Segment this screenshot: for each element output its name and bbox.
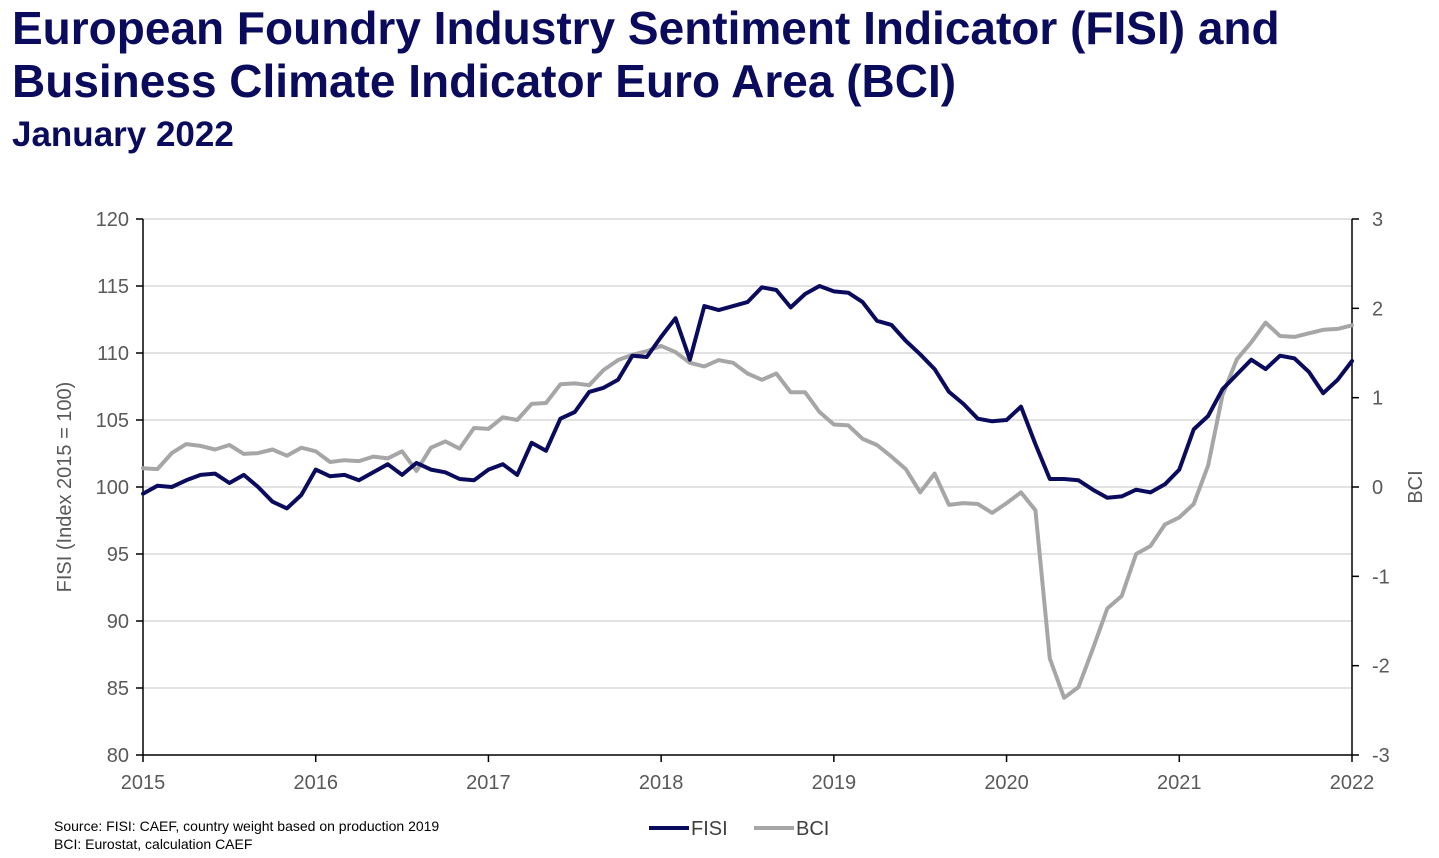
chart-title-line1: European Foundry Industry Sentiment Indi… [12, 2, 1280, 54]
y2-tick-label--3: -3 [1372, 745, 1390, 767]
series-line-fisi [141, 284, 1354, 511]
x-tick-label-2020: 2020 [984, 772, 1029, 794]
y-tick-label-110: 110 [97, 343, 129, 365]
gridlines [143, 218, 1352, 689]
y-tick-label-85: 85 [107, 678, 129, 700]
y2-tick-label--1: -1 [1372, 566, 1390, 588]
y-tick-label-90: 90 [107, 611, 129, 633]
series-line-bci [141, 320, 1354, 700]
source-note: Source: FISI: CAEF, country weight based… [54, 817, 439, 853]
source-line1: Source: FISI: CAEF, country weight based… [54, 818, 440, 834]
y2-tick-label-1: 1 [1372, 388, 1383, 410]
y-tick-label-120: 120 [96, 209, 129, 231]
source-line2: BCI: Eurostat, calculation CAEF [54, 836, 253, 852]
tick-labels: 80 85 90 95 100 105 110 115 120 -3 -2 -1 0 1 2 3 2015 201… [96, 209, 1390, 794]
chart-title: European Foundry Industry Sentiment Indi… [12, 2, 1280, 108]
y2-tick-label-3: 3 [1372, 209, 1383, 231]
legend-label-fisi: FISI [691, 818, 728, 840]
y2-tick-label--2: -2 [1372, 656, 1390, 678]
y-tick-label-105: 105 [96, 410, 129, 432]
legend: FISI BCI [649, 818, 829, 840]
x-tick-label-2015: 2015 [121, 772, 166, 794]
y-tick-label-95: 95 [107, 544, 129, 566]
y2-tick-label-2: 2 [1372, 298, 1383, 320]
y-tick-label-100: 100 [96, 477, 129, 499]
x-tick-label-2016: 2016 [293, 772, 338, 794]
x-tick-label-2022: 2022 [1330, 772, 1375, 794]
x-tick-label-2018: 2018 [639, 772, 684, 794]
series-lines [141, 284, 1354, 700]
chart-subtitle: January 2022 [12, 115, 234, 154]
legend-label-bci: BCI [796, 818, 829, 840]
x-tick-label-2021: 2021 [1157, 772, 1202, 794]
x-tick-label-2019: 2019 [812, 772, 857, 794]
y-axis-label: FISI (Index 2015 = 100) [54, 382, 76, 593]
y-tick-label-115: 115 [97, 276, 129, 298]
axes [136, 218, 1359, 762]
y2-axis-label: BCI [1405, 470, 1427, 503]
y2-tick-label-0: 0 [1372, 477, 1383, 499]
y-tick-label-80: 80 [107, 745, 129, 767]
x-tick-label-2017: 2017 [466, 772, 511, 794]
chart-title-line2: Business Climate Indicator Euro Area (BC… [12, 55, 957, 107]
